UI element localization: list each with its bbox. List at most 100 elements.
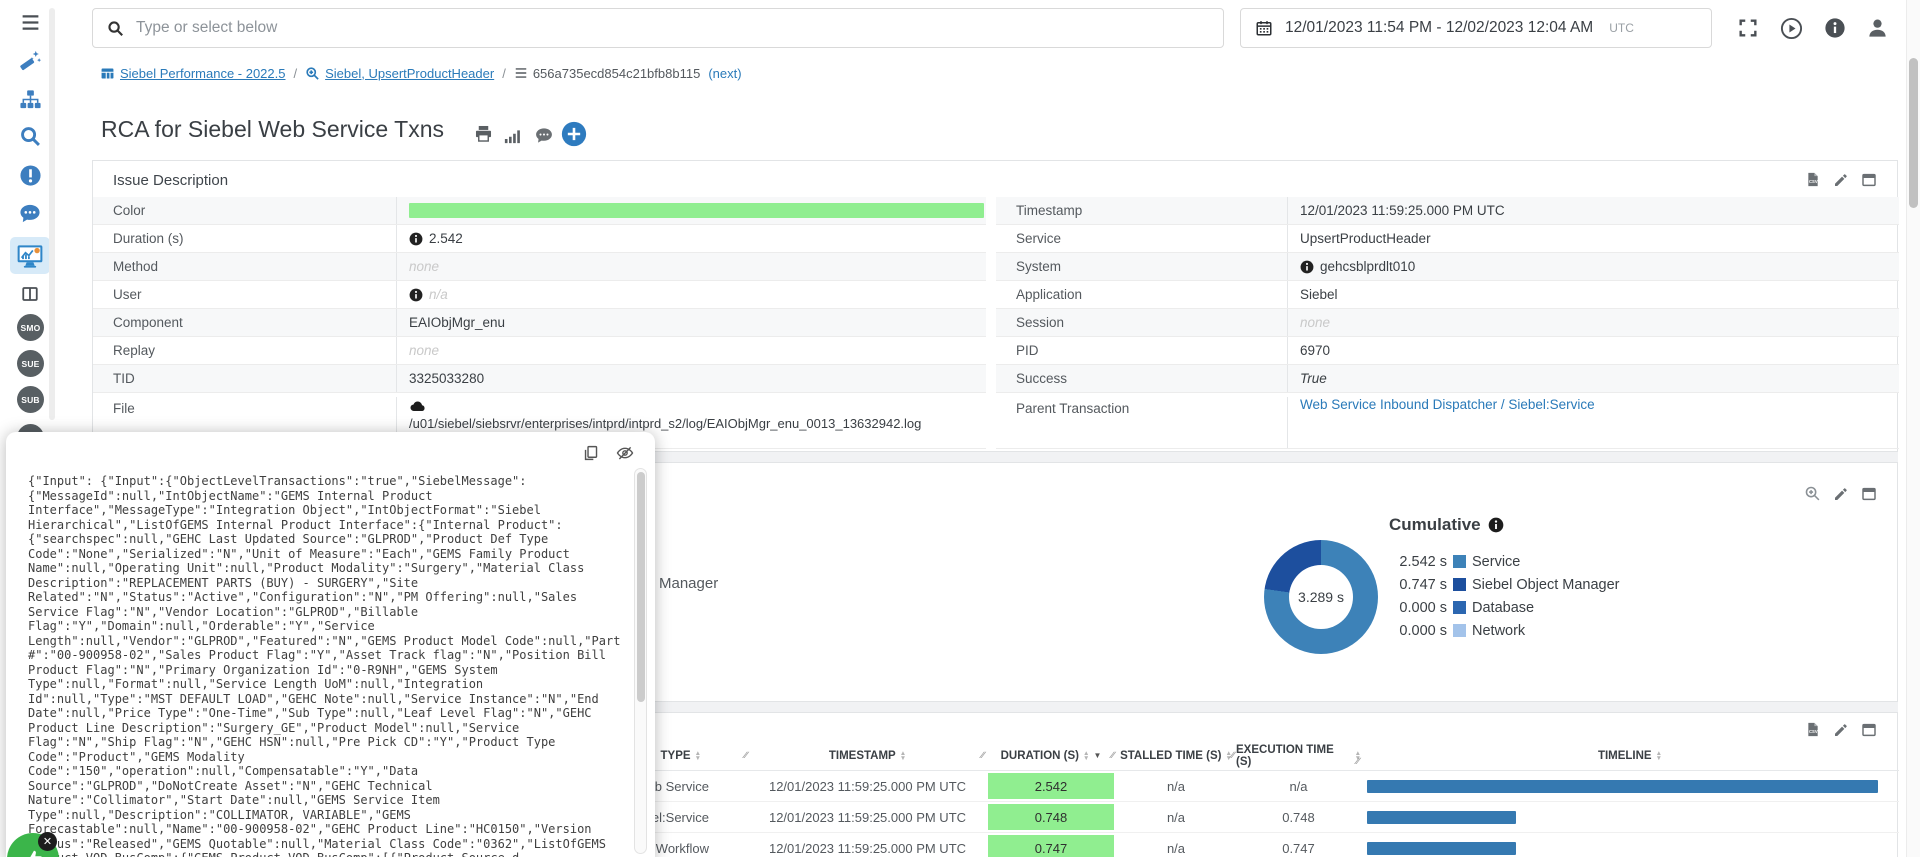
edit-icon[interactable] xyxy=(1833,172,1849,188)
columns-icon[interactable] xyxy=(0,285,60,303)
issue-row-timestamp: Timestamp 12/01/2023 11:59:25.000 PM UTC xyxy=(996,197,1899,225)
legend-item-database[interactable]: 0.000 s Database xyxy=(1395,599,1620,616)
dashboard-icon xyxy=(101,68,114,78)
calendar-icon xyxy=(1255,19,1273,37)
cloud-icon[interactable] xyxy=(409,399,986,413)
issue-row-success: Success True xyxy=(996,365,1899,393)
column-header-timestamp[interactable]: TIMESTAMP ▲ ▼ ∕∕ xyxy=(828,749,984,762)
breadcrumb-dashboard-link[interactable]: Siebel Performance - 2022.5 xyxy=(100,66,285,81)
alerts-icon[interactable] xyxy=(0,164,60,187)
sitemap-icon[interactable] xyxy=(0,88,60,111)
menu-icon[interactable] xyxy=(0,12,60,33)
sidebar-scrollbar[interactable] xyxy=(49,8,55,420)
popup-scrollbar-thumb[interactable] xyxy=(636,472,645,702)
page-title: RCA for Siebel Web Service Txns xyxy=(101,116,445,142)
sidebar-badge-sue[interactable]: SUE xyxy=(17,350,44,377)
issue-right-table: Timestamp 12/01/2023 11:59:25.000 PM UTC… xyxy=(996,197,1899,449)
issue-description-panel: Issue Description CSV Color Duration (s)… xyxy=(92,160,1899,452)
field-value: 12/01/2023 11:59:25.000 PM UTC xyxy=(1300,203,1505,218)
list-icon xyxy=(515,68,527,78)
color-swatch-bar xyxy=(409,203,984,218)
column-resize-handle[interactable]: ∕∕ xyxy=(1110,749,1114,760)
breadcrumb-service-link[interactable]: Siebel, UpsertProductHeader xyxy=(305,66,494,81)
column-header-type[interactable]: TYPE ▲ ▼ ∕∕ xyxy=(660,749,747,762)
info-icon-topbar[interactable] xyxy=(1824,17,1846,39)
breadcrumb-next-link[interactable]: (next) xyxy=(708,65,742,81)
maximize-icon[interactable] xyxy=(1861,172,1877,188)
sort-icon[interactable]: ▲ ▼ xyxy=(899,749,907,762)
legend-item-service[interactable]: 2.542 s Service xyxy=(1395,553,1620,570)
comment-icon[interactable] xyxy=(534,126,554,145)
add-button[interactable] xyxy=(561,121,587,147)
legend-item-siebel-object-manager[interactable]: 0.747 s Siebel Object Manager xyxy=(1395,576,1619,593)
search-nav-icon[interactable] xyxy=(0,125,60,148)
global-search[interactable] xyxy=(92,8,1224,48)
maximize-icon[interactable] xyxy=(1861,486,1877,502)
column-header-timeline[interactable]: TIMELINE ▲ ▼ xyxy=(1597,749,1663,762)
sort-icon[interactable]: ▲ ▼ xyxy=(1354,749,1361,762)
timeline-bar xyxy=(1367,841,1516,855)
sort-icon[interactable]: ▲ ▼ xyxy=(694,749,701,762)
print-icon[interactable] xyxy=(474,124,493,143)
donut-center-label: 3.289 s xyxy=(1298,589,1344,605)
hide-eye-slash-icon[interactable] xyxy=(615,444,635,462)
feedback-close-button[interactable]: ✕ xyxy=(38,832,57,851)
edit-icon[interactable] xyxy=(1833,722,1849,738)
column-header-stalled-time[interactable]: STALLED TIME (S) ▲ ▼ ∕∕ xyxy=(1120,749,1234,762)
user-icon[interactable] xyxy=(1866,16,1889,39)
sort-icon[interactable]: ▲ ▼ xyxy=(1655,749,1663,762)
parent-transaction-link[interactable]: Web Service Inbound Dispatcher / Siebel:… xyxy=(1300,397,1595,412)
cumulative-chart-title: Cumulative xyxy=(1389,515,1504,535)
copy-icon[interactable] xyxy=(582,444,599,462)
sort-icon[interactable]: ▲ ▼ xyxy=(1225,749,1232,762)
legend-item-network[interactable]: 0.000 s Network xyxy=(1395,622,1620,639)
info-icon[interactable] xyxy=(409,232,423,246)
issue-panel-actions: CSV xyxy=(1805,171,1877,188)
field-value: Siebel xyxy=(1300,287,1338,302)
transaction-row[interactable]: Web Service 12/01/2023 11:59:25.000 PM U… xyxy=(93,771,1899,802)
column-resize-handle[interactable]: ∕∕ xyxy=(980,749,984,760)
search-icon xyxy=(107,20,124,37)
issue-row-pid: PID 6970 xyxy=(996,337,1899,365)
column-resize-handle[interactable]: ∕∕ xyxy=(1230,749,1234,760)
column-resize-handle[interactable]: ∕∕ xyxy=(743,749,747,760)
sort-icon[interactable]: ▲ ▼ xyxy=(1083,749,1090,762)
sidebar-item-performance-active[interactable] xyxy=(10,237,50,274)
field-label: Service xyxy=(996,225,1288,252)
legend-value: 2.542 s xyxy=(1399,553,1447,570)
maximize-icon[interactable] xyxy=(1861,722,1877,738)
info-icon[interactable] xyxy=(1300,260,1314,274)
transaction-row[interactable]: el:Service 12/01/2023 11:59:25.000 PM UT… xyxy=(93,802,1899,833)
sidebar-badge-sub[interactable]: SUB xyxy=(17,386,44,413)
issue-row-system: System gehcsblprdlt010 xyxy=(996,253,1899,281)
date-range-picker[interactable]: 12/01/2023 11:54 PM - 12/02/2023 12:04 A… xyxy=(1240,8,1712,48)
payload-json-text[interactable]: {"Input": {"Input":{"ObjectLevelTransact… xyxy=(28,474,621,857)
info-icon[interactable] xyxy=(1488,517,1504,533)
field-label: Component xyxy=(93,309,397,336)
column-header-execution-time[interactable]: EXECUTION TIME (S) ▲ ▼ ∕∕ xyxy=(1236,743,1361,768)
field-label: Timestamp xyxy=(996,197,1288,224)
chart-bars-icon[interactable] xyxy=(503,127,521,145)
page-scrollbar-thumb[interactable] xyxy=(1908,58,1918,208)
field-value: 3325033280 xyxy=(409,371,485,386)
field-value: UpsertProductHeader xyxy=(1300,231,1431,246)
search-input[interactable] xyxy=(136,19,1209,37)
issue-row-replay: Replay none xyxy=(93,337,986,365)
txn-type: el:Service xyxy=(651,809,709,825)
column-resize-handle[interactable]: ∕∕ xyxy=(1355,755,1359,766)
page-scrollbar-track[interactable] xyxy=(1906,0,1920,857)
edit-icon[interactable] xyxy=(1833,486,1849,502)
sidebar-badge-smo[interactable]: SMO xyxy=(17,314,44,341)
export-csv-icon[interactable]: CSV xyxy=(1805,721,1821,738)
export-csv-icon[interactable]: CSV xyxy=(1805,171,1821,188)
transaction-row[interactable]: :Workflow 12/01/2023 11:59:25.000 PM UTC… xyxy=(93,833,1899,857)
chat-nav-icon[interactable] xyxy=(0,202,60,225)
column-header-duration[interactable]: DURATION (S) ▲ ▼ ▼ ∕∕ xyxy=(1000,749,1114,762)
magic-wand-icon[interactable] xyxy=(0,49,60,72)
fullscreen-icon[interactable] xyxy=(1737,17,1759,39)
info-icon[interactable] xyxy=(409,288,423,302)
zoom-in-icon[interactable] xyxy=(1804,485,1821,502)
cumulative-donut[interactable] xyxy=(1264,540,1378,654)
play-icon[interactable] xyxy=(1780,17,1803,40)
txn-timestamp: 12/01/2023 11:59:25.000 PM UTC xyxy=(768,840,967,856)
